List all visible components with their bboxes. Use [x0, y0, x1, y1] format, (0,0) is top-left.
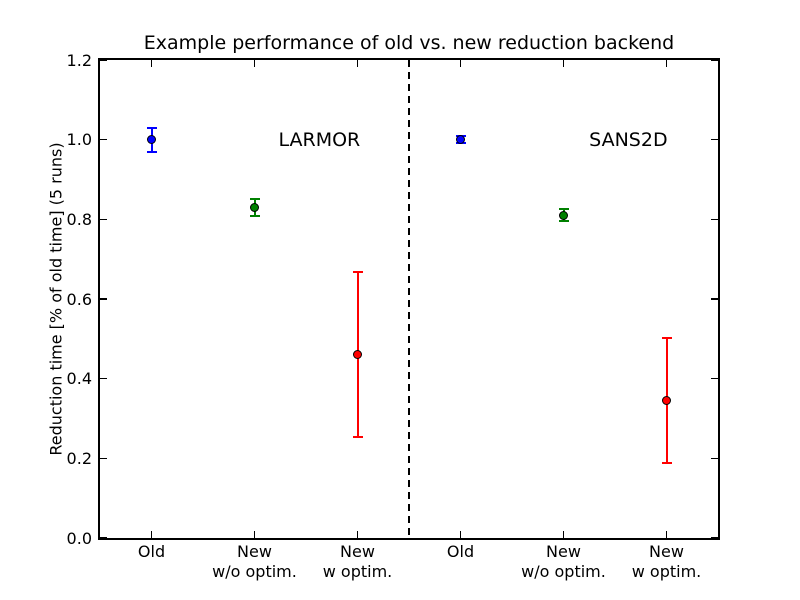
- y-tick: [100, 59, 107, 61]
- plot-area: LARMOR SANS2D: [98, 58, 720, 540]
- data-point-marker: [353, 350, 362, 360]
- y-tick: [711, 298, 718, 300]
- x-tick: [356, 60, 359, 67]
- x-tick: [459, 531, 462, 538]
- errorbar-cap-bottom: [558, 220, 569, 223]
- data-point-marker: [147, 135, 156, 145]
- errorbar-cap-bottom: [352, 436, 363, 439]
- x-tick: [562, 531, 565, 538]
- x-tick-label-line: Old: [446, 542, 475, 561]
- x-tick: [150, 531, 153, 538]
- x-tick: [253, 60, 256, 67]
- x-tick-label-line: w optim.: [631, 562, 702, 581]
- x-tick: [665, 531, 668, 538]
- x-tick-label-line: New: [649, 542, 684, 561]
- y-tick-label: 1.2: [66, 50, 92, 70]
- y-tick: [711, 377, 718, 380]
- x-tick-label-line: New: [237, 542, 272, 561]
- y-tick: [711, 457, 718, 460]
- x-tick: [356, 531, 359, 538]
- x-tick-label-line: Old: [137, 542, 166, 561]
- y-tick: [711, 218, 718, 221]
- errorbar-cap-top: [249, 198, 260, 201]
- data-point-marker: [250, 202, 259, 212]
- errorbar-cap-bottom: [661, 461, 672, 464]
- x-tick-label-line: w/o optim.: [521, 562, 606, 581]
- x-tick-label: New w optim.: [323, 542, 393, 582]
- y-tick: [711, 59, 718, 61]
- y-tick-label: 0.2: [66, 448, 92, 468]
- errorbar-cap-top: [146, 126, 157, 129]
- chart-title: Example performance of old vs. new reduc…: [143, 32, 675, 54]
- x-tick-label-line: New: [340, 542, 375, 561]
- errorbar-cap-top: [661, 337, 672, 340]
- y-tick-label: 0.0: [66, 528, 92, 548]
- x-tick: [562, 60, 565, 67]
- group-divider-line: [408, 60, 410, 538]
- y-tick-label: 0.8: [66, 209, 92, 229]
- data-point-marker: [662, 396, 671, 406]
- y-tick-label: 0.6: [66, 289, 92, 309]
- y-tick: [100, 138, 107, 141]
- x-tick: [459, 60, 462, 67]
- x-tick: [665, 60, 668, 67]
- y-tick: [711, 138, 718, 141]
- x-tick-label: Old: [447, 542, 474, 562]
- y-tick-label: 1.0: [66, 130, 92, 150]
- x-tick-label: New w optim.: [632, 542, 702, 582]
- y-tick: [100, 537, 107, 539]
- y-tick: [100, 377, 107, 380]
- errorbar-cap-top: [558, 208, 569, 211]
- group-label: SANS2D: [589, 128, 668, 151]
- x-tick-label: New w/o optim.: [212, 542, 297, 582]
- errorbar-cap-top: [352, 271, 363, 274]
- y-tick-label: 0.4: [66, 369, 92, 389]
- y-tick: [100, 218, 107, 221]
- errorbar-cap-bottom: [146, 150, 157, 153]
- y-tick: [711, 537, 718, 539]
- x-tick: [150, 60, 153, 67]
- x-tick: [253, 531, 256, 538]
- x-tick-label-line: New: [546, 542, 581, 561]
- y-tick: [100, 457, 107, 460]
- errorbar-cap-bottom: [249, 214, 260, 217]
- x-tick-label: New w/o optim.: [521, 542, 606, 582]
- x-tick-label-line: w/o optim.: [212, 562, 297, 581]
- data-point-marker: [559, 210, 568, 220]
- data-point-marker: [456, 135, 465, 145]
- y-tick: [100, 298, 107, 300]
- group-label: LARMOR: [278, 128, 361, 151]
- x-tick-label: Old: [138, 542, 165, 562]
- x-tick-label-line: w optim.: [322, 562, 393, 581]
